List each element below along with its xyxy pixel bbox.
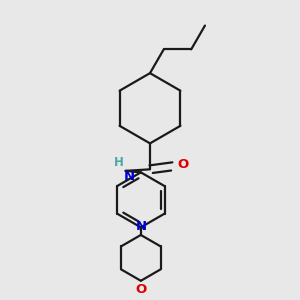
Text: O: O — [135, 283, 146, 296]
Text: O: O — [178, 158, 189, 171]
Text: N: N — [124, 170, 135, 183]
Text: N: N — [135, 220, 146, 233]
Text: H: H — [114, 156, 124, 169]
